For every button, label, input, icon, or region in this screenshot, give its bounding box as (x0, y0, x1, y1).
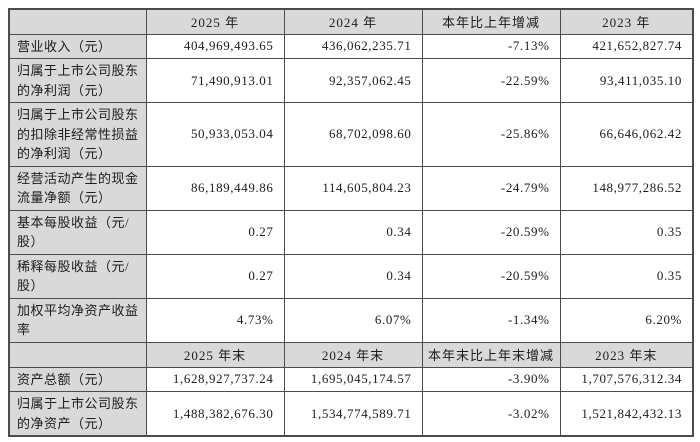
header-row-period-end: 2025 年末 2024 年末 本年末比上年末增减 2023 年末 (8, 341, 694, 368)
cell-2024: 68,702,098.60 (283, 102, 423, 167)
header-empty-cell (8, 8, 147, 35)
cell-change: -20.59% (421, 253, 561, 299)
cell-2025: 50,933,053.04 (145, 102, 285, 167)
row-label: 归属于上市公司股东的净利润（元） (8, 58, 147, 103)
header-row-annual: 2025 年 2024 年 本年比上年增减 2023 年 (8, 8, 694, 35)
header-empty-cell (8, 341, 147, 368)
table-row-revenue: 营业收入（元） 404,969,493.65 436,062,235.71 -7… (8, 33, 694, 59)
header-end-yoy-change: 本年末比上年末增减 (421, 341, 561, 368)
cell-2025: 86,189,449.86 (145, 165, 285, 211)
cell-change: -20.59% (421, 209, 561, 255)
cell-2024: 92,357,062.45 (283, 58, 423, 103)
cell-2023: 421,652,827.74 (559, 33, 694, 59)
cell-2024: 1,695,045,174.57 (283, 366, 423, 392)
cell-2025: 71,490,913.01 (145, 58, 285, 103)
header-yoy-change: 本年比上年增减 (421, 8, 561, 35)
financial-summary-table: 2025 年 2024 年 本年比上年增减 2023 年 营业收入（元） 404… (8, 8, 694, 437)
cell-2024: 0.34 (283, 209, 423, 255)
table-row-operating-cash-flow: 经营活动产生的现金流量净额（元） 86,189,449.86 114,605,8… (8, 165, 694, 211)
cell-2025: 0.27 (145, 253, 285, 299)
row-label: 资产总额（元） (8, 366, 147, 392)
cell-2023: 0.35 (559, 209, 694, 255)
header-end-2023: 2023 年末 (559, 341, 694, 368)
cell-2025: 0.27 (145, 209, 285, 255)
cell-2024: 0.34 (283, 253, 423, 299)
row-label: 稀释每股收益（元/股） (8, 253, 147, 299)
cell-change: -1.34% (421, 297, 561, 343)
cell-2023: 148,977,286.52 (559, 165, 694, 211)
cell-change: -22.59% (421, 58, 561, 103)
header-end-2025: 2025 年末 (145, 341, 285, 368)
table-row-basic-eps: 基本每股收益（元/股） 0.27 0.34 -20.59% 0.35 (8, 209, 694, 255)
table-row-weighted-avg-roe: 加权平均净资产收益率 4.73% 6.07% -1.34% 6.20% (8, 297, 694, 343)
header-year-2023: 2023 年 (559, 8, 694, 35)
row-label: 归属于上市公司股东的净资产（元） (8, 391, 147, 437)
cell-2025: 404,969,493.65 (145, 33, 285, 59)
table-row-net-assets: 归属于上市公司股东的净资产（元） 1,488,382,676.30 1,534,… (8, 391, 694, 437)
cell-2024: 436,062,235.71 (283, 33, 423, 59)
cell-2023: 1,521,842,432.13 (559, 391, 694, 437)
table-row-net-profit: 归属于上市公司股东的净利润（元） 71,490,913.01 92,357,06… (8, 58, 694, 103)
cell-2023: 6.20% (559, 297, 694, 343)
cell-change: -25.86% (421, 102, 561, 167)
row-label: 经营活动产生的现金流量净额（元） (8, 165, 147, 211)
row-label: 加权平均净资产收益率 (8, 297, 147, 343)
cell-2025: 4.73% (145, 297, 285, 343)
header-year-2024: 2024 年 (283, 8, 423, 35)
cell-2023: 66,646,062.42 (559, 102, 694, 167)
table-row-net-profit-excl-nonrecurring: 归属于上市公司股东的扣除非经常性损益的净利润（元） 50,933,053.04 … (8, 102, 694, 167)
table-row-diluted-eps: 稀释每股收益（元/股） 0.27 0.34 -20.59% 0.35 (8, 253, 694, 299)
row-label: 基本每股收益（元/股） (8, 209, 147, 255)
cell-change: -24.79% (421, 165, 561, 211)
cell-2024: 6.07% (283, 297, 423, 343)
cell-2025: 1,488,382,676.30 (145, 391, 285, 437)
cell-2024: 1,534,774,589.71 (283, 391, 423, 437)
cell-2023: 1,707,576,312.34 (559, 366, 694, 392)
row-label: 营业收入（元） (8, 33, 147, 59)
cell-change: -3.02% (421, 391, 561, 437)
cell-2023: 93,411,035.10 (559, 58, 694, 103)
cell-2025: 1,628,927,737.24 (145, 366, 285, 392)
header-end-2024: 2024 年末 (283, 341, 423, 368)
cell-change: -7.13% (421, 33, 561, 59)
cell-2023: 0.35 (559, 253, 694, 299)
cell-2024: 114,605,804.23 (283, 165, 423, 211)
row-label: 归属于上市公司股东的扣除非经常性损益的净利润（元） (8, 102, 147, 167)
cell-change: -3.90% (421, 366, 561, 392)
table-row-total-assets: 资产总额（元） 1,628,927,737.24 1,695,045,174.5… (8, 366, 694, 392)
header-year-2025: 2025 年 (145, 8, 285, 35)
